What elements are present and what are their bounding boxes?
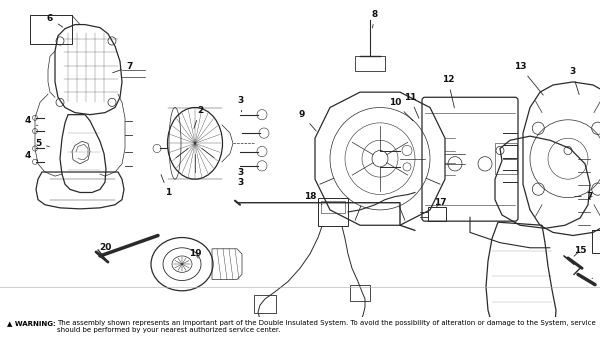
- Text: 14: 14: [589, 190, 600, 199]
- Text: 7: 7: [113, 62, 133, 73]
- Text: 7: 7: [575, 192, 593, 201]
- Text: 19: 19: [188, 249, 202, 258]
- Text: 1: 1: [161, 175, 171, 197]
- Bar: [30, 16, 72, 44]
- Text: 6: 6: [47, 14, 63, 27]
- Bar: [318, 198, 348, 226]
- Bar: [428, 207, 446, 221]
- Text: 9: 9: [299, 110, 316, 131]
- Text: 16: 16: [592, 267, 600, 278]
- Bar: [355, 56, 385, 71]
- Text: 8: 8: [372, 10, 378, 28]
- Bar: [254, 295, 276, 313]
- Bar: [350, 285, 370, 301]
- Text: 2: 2: [194, 106, 203, 128]
- Text: 4: 4: [25, 151, 38, 160]
- Text: 3: 3: [237, 96, 243, 112]
- Text: 10: 10: [389, 98, 413, 121]
- Bar: [495, 143, 517, 174]
- Text: 3: 3: [569, 67, 579, 95]
- Text: 17: 17: [434, 198, 446, 207]
- Text: 3: 3: [237, 178, 243, 187]
- Bar: [321, 201, 345, 213]
- Text: 4: 4: [25, 116, 38, 126]
- Text: The assembly shown represents an important part of the Double Insulated System. : The assembly shown represents an importa…: [57, 320, 596, 333]
- Text: 20: 20: [99, 243, 111, 252]
- Text: 11: 11: [404, 93, 419, 118]
- Text: 18: 18: [304, 192, 322, 205]
- Text: 5: 5: [35, 139, 49, 148]
- Text: 13: 13: [514, 62, 543, 95]
- Bar: [592, 230, 600, 253]
- Text: 15: 15: [574, 246, 586, 256]
- Text: 3: 3: [237, 168, 243, 177]
- Text: 12: 12: [442, 75, 454, 108]
- Text: ▲ WARNING:: ▲ WARNING:: [7, 320, 56, 326]
